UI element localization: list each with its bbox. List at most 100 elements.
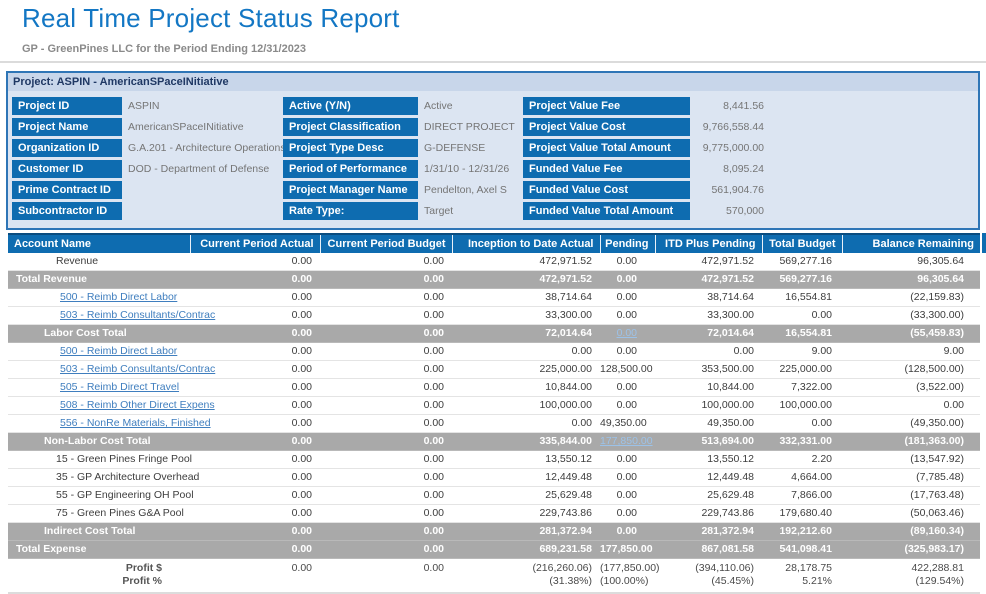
info-value-active-y-n: Active xyxy=(424,100,453,112)
value-cell: 13,550.12 xyxy=(655,450,762,469)
value-cell: 0.00 xyxy=(190,324,320,343)
info-label-funded-value-cost: Funded Value Cost xyxy=(523,181,690,199)
value-cell: 0.00 xyxy=(600,396,655,415)
value-cell: 2.20 xyxy=(762,450,842,469)
value-cell: 335,844.00 xyxy=(452,432,600,451)
column-header-pending: Pending xyxy=(600,233,656,253)
value-cell: 49,350.00 xyxy=(600,414,655,433)
account-name-cell: Revenue xyxy=(8,253,190,271)
account-link-505-reimb-direct-travel[interactable]: 505 - Reimb Direct Travel xyxy=(60,381,180,393)
value-cell: 0.00 xyxy=(320,306,452,325)
column-header-current-period-budget: Current Period Budget xyxy=(320,233,453,253)
value-cell: (325,983.17) xyxy=(842,540,980,559)
table-row-total-expense: Total Expense 0.00 0.00 689,231.58 177,850.0… xyxy=(8,540,980,559)
account-name-cell: Labor Cost Total xyxy=(8,324,190,343)
profit-dollar-value: 0.00 xyxy=(291,562,312,574)
value-cell: 472,971.52 xyxy=(655,253,762,271)
value-cell: 0.00 xyxy=(320,396,452,415)
value-cell: 72,014.64 xyxy=(452,324,600,343)
value-cell: (3,522.00) xyxy=(842,378,980,397)
value-cell: 0.00 xyxy=(320,253,452,271)
profit-dollar-value: 0.00 xyxy=(423,562,444,574)
value-cell: 0.00 xyxy=(190,450,320,469)
account-name-cell: Total Expense xyxy=(8,540,190,559)
account-link-556-nonre-materials-finished[interactable]: 556 - NonRe Materials, Finished xyxy=(60,417,211,429)
value-cell: 472,971.52 xyxy=(452,253,600,271)
value-cell: 49,350.00 xyxy=(655,414,762,433)
column-header-balance-remaining: Balance Remaining xyxy=(842,233,980,253)
value-cell: 0.00 xyxy=(600,486,655,505)
value-cell: 16,554.81 xyxy=(762,324,842,343)
info-label-funded-value-total-amount: Funded Value Total Amount xyxy=(523,202,690,220)
info-label-active-y-n: Active (Y/N) xyxy=(283,97,418,115)
info-value-funded-value-fee: 8,095.24 xyxy=(723,163,764,175)
table-row-75-green-pines-g-a-pool: 75 - Green Pines G&A Pool 0.00 0.00 229,743… xyxy=(8,504,980,523)
table-row-505-reimb-direct-travel: 505 - Reimb Direct Travel 0.00 0.00 10,844.… xyxy=(8,378,980,397)
value-cell: 0.00 xyxy=(320,432,452,451)
value-cell: 0.00 xyxy=(320,504,452,523)
account-name-cell: 15 - Green Pines Fringe Pool xyxy=(8,450,192,469)
value-cell: 96,305.64 xyxy=(842,253,980,271)
column-header-current-period-actual: Current Period Actual xyxy=(190,233,321,253)
pending-amount-link-non-labor-cost-total[interactable]: 177,850.00 xyxy=(600,435,653,447)
account-link-503-reimb-consultants-contrac[interactable]: 503 - Reimb Consultants/Contrac xyxy=(60,363,216,375)
table-row-556-nonre-materials-finished: 556 - NonRe Materials, Finished 0.00 0.00 0… xyxy=(8,414,980,433)
account-link-503-reimb-consultants-contrac[interactable]: 503 - Reimb Consultants/Contrac xyxy=(60,309,216,321)
info-label-project-manager-name: Project Manager Name xyxy=(283,181,418,199)
profit-percent-value: (31.38%) xyxy=(549,575,592,587)
info-label-project-value-fee: Project Value Fee xyxy=(523,97,690,115)
value-cell: (89,160.34) xyxy=(842,522,980,541)
info-value-project-name: AmericanSPaceINitiative xyxy=(128,121,244,133)
info-value-project-value-total-amount: 9,775,000.00 xyxy=(702,142,764,154)
value-cell: 4,664.00 xyxy=(762,468,842,487)
profit-value-cell: (216,260.06) (31.38%) xyxy=(452,558,600,594)
info-value-funded-value-total-amount: 570,000 xyxy=(726,205,764,217)
value-cell: 0.00 xyxy=(320,342,452,361)
info-value-customer-id: DOD - Department of Defense xyxy=(128,163,270,175)
info-label-funded-value-fee: Funded Value Fee xyxy=(523,160,690,178)
account-link-500-reimb-direct-labor[interactable]: 500 - Reimb Direct Labor xyxy=(60,291,178,303)
project-banner: Project: ASPIN - AmericanSPaceINitiative xyxy=(8,73,978,91)
column-header-account-name: Account Name xyxy=(8,233,191,253)
account-name-cell: Total Revenue xyxy=(8,270,190,289)
info-label-project-classification: Project Classification xyxy=(283,118,418,136)
value-cell: 0.00 xyxy=(762,306,842,325)
profit-percent-value: 5.21% xyxy=(802,575,832,587)
value-cell: 472,971.52 xyxy=(655,270,762,289)
profit-dollar-value: (177,850.00) xyxy=(600,562,660,574)
table-row-35-gp-architecture-overhead: 35 - GP Architecture Overhead 0.00 0.00 12,… xyxy=(8,468,980,487)
value-cell: 0.00 xyxy=(600,270,655,289)
info-value-funded-value-cost: 561,904.76 xyxy=(711,184,764,196)
value-cell: 0.00 xyxy=(600,522,655,541)
account-name-cell: 508 - Reimb Other Direct Expens xyxy=(8,396,215,415)
info-value-organization-id: G.A.201 - Architecture Operations xyxy=(128,142,286,154)
pending-amount-link-labor-cost-total[interactable]: 0.00 xyxy=(616,327,637,339)
status-table: Account Name Current Period Actual Current… xyxy=(8,233,980,594)
page-title: Real Time Project Status Report xyxy=(22,3,400,33)
profit-value-cell: (177,850.00) (100.00%) xyxy=(600,558,660,594)
value-cell: 0.00 xyxy=(190,253,320,271)
value-cell: 472,971.52 xyxy=(452,270,600,289)
value-cell: 25,629.48 xyxy=(655,486,762,505)
profit-dollar-value: (216,260.06) xyxy=(532,562,592,574)
table-row-55-gp-engineering-oh-pool: 55 - GP Engineering OH Pool 0.00 0.00 25,62… xyxy=(8,486,980,505)
column-header-total-budget: Total Budget xyxy=(762,233,843,253)
account-link-500-reimb-direct-labor[interactable]: 500 - Reimb Direct Labor xyxy=(60,345,178,357)
table-row-508-reimb-other-direct-expens: 508 - Reimb Other Direct Expens 0.00 0.00 1… xyxy=(8,396,980,415)
value-cell: 9.00 xyxy=(762,342,842,361)
value-cell: 0.00 xyxy=(190,270,320,289)
value-cell: 12,449.48 xyxy=(452,468,600,487)
table-row-503-reimb-consultants-contrac: 503 - Reimb Consultants/Contrac 0.00 0.00 3… xyxy=(8,306,980,325)
info-value-project-classification: DIRECT PROJECT xyxy=(424,121,515,133)
report-page: Real Time Project Status Report GP - Gre… xyxy=(0,3,986,594)
account-link-508-reimb-other-direct-expens[interactable]: 508 - Reimb Other Direct Expens xyxy=(60,399,215,411)
value-cell: 0.00 xyxy=(190,288,320,307)
value-cell: 177,850.00 xyxy=(600,432,655,451)
value-cell: 867,081.58 xyxy=(655,540,762,559)
value-cell: 0.00 xyxy=(320,378,452,397)
status-table-wrap: Account Name Current Period Actual Current… xyxy=(8,233,986,594)
value-cell: (17,763.48) xyxy=(842,486,980,505)
value-cell: 13,550.12 xyxy=(452,450,600,469)
table-row-500-reimb-direct-labor: 500 - Reimb Direct Labor 0.00 0.00 0.00 0.00… xyxy=(8,342,980,361)
value-cell: 0.00 xyxy=(190,342,320,361)
